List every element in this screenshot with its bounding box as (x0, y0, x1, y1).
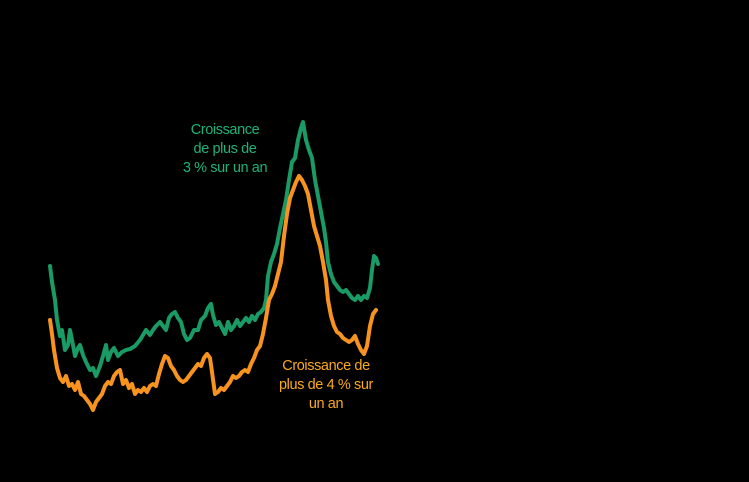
annotation-4pct-line3: un an (308, 396, 344, 412)
annotation-3pct-line2: de plus de (193, 141, 257, 157)
annotation-4pct-line1: Croissance de (282, 358, 370, 374)
series-line-4pct (48, 174, 378, 412)
annotation-3pct: Croissance de plus de 3 % sur un an (166, 121, 284, 178)
series-line-3pct (48, 120, 380, 378)
annotation-3pct-line3: 3 % sur un an (182, 160, 268, 176)
annotation-4pct: Croissance de plus de 4 % sur un an (262, 357, 390, 414)
annotation-4pct-line2: plus de 4 % sur (279, 377, 373, 393)
annotation-3pct-line1: Croissance (190, 122, 260, 138)
